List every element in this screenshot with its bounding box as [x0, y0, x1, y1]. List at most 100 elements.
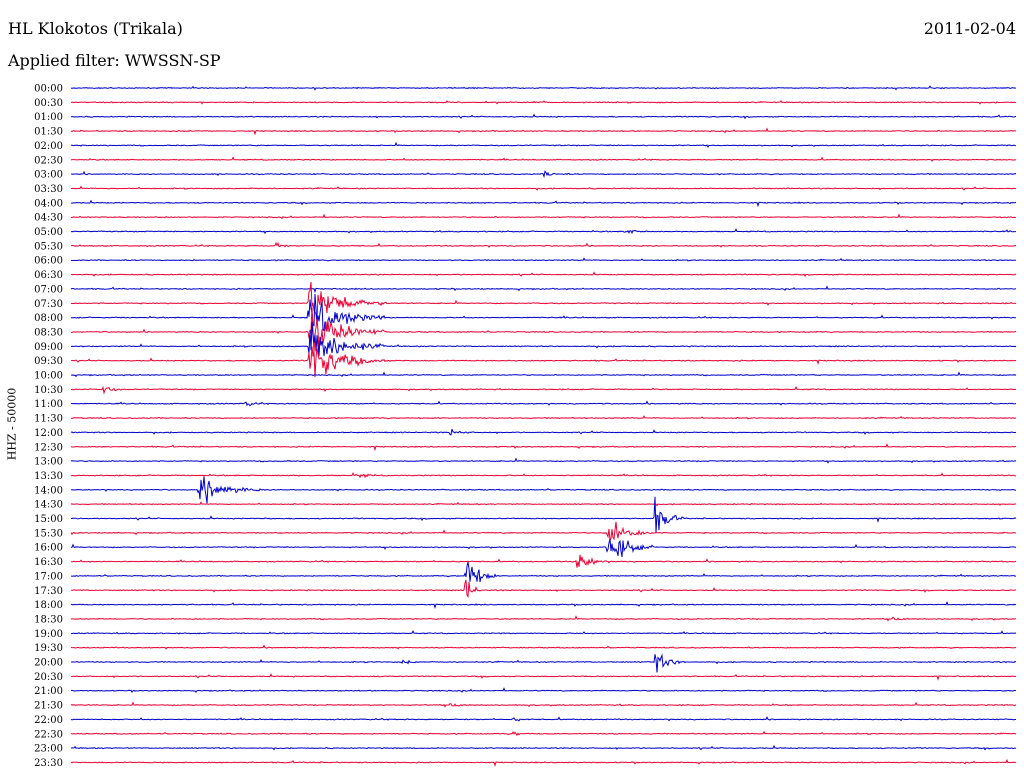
trace-row: [70, 293, 1017, 332]
trace-row: [71, 371, 1017, 378]
time-label: 07:00: [34, 284, 63, 295]
trace-row: [70, 85, 1017, 91]
trace-row: [70, 257, 1017, 262]
time-label: 13:00: [34, 457, 63, 468]
time-label: 18:30: [34, 614, 63, 625]
trace-row: [70, 170, 1017, 179]
trace-row: [70, 156, 1017, 162]
time-label: 10:00: [34, 371, 63, 382]
trace-row: [70, 701, 1017, 708]
trace-row: [70, 307, 1017, 354]
trace-row: [70, 100, 1017, 105]
trace-row: [70, 521, 1017, 542]
time-label: 19:00: [34, 629, 63, 640]
time-label: 08:30: [34, 327, 63, 338]
trace-row: [70, 127, 1017, 136]
trace-row: [70, 538, 1017, 557]
trace-row: [70, 281, 1017, 323]
time-label: 13:30: [34, 471, 63, 482]
trace-row: [70, 579, 1017, 599]
time-label: 23:30: [34, 758, 63, 769]
trace-row: [70, 744, 1017, 751]
trace-row: [70, 271, 1017, 278]
time-label: 08:00: [34, 313, 63, 324]
trace-row: [70, 758, 1017, 767]
trace-row: [70, 443, 1017, 452]
trace-row: [70, 554, 1017, 568]
trace-row: [70, 213, 1017, 220]
time-label: 09:00: [34, 342, 63, 353]
time-label: 02:30: [34, 155, 63, 166]
time-label: 20:00: [34, 658, 63, 669]
trace-row: [70, 385, 1017, 395]
time-label: 05:30: [34, 241, 63, 252]
time-label: 02:00: [34, 141, 63, 152]
trace-row: [70, 673, 1017, 681]
trace-row: [70, 629, 1017, 635]
time-label: 03:30: [34, 184, 63, 195]
time-label: 19:30: [34, 643, 63, 654]
time-label: 14:00: [34, 485, 63, 496]
time-label: 11:00: [34, 399, 63, 410]
trace-row: [70, 285, 1017, 294]
time-label: 18:00: [34, 600, 63, 611]
trace-row: [70, 322, 1017, 357]
trace-row: [70, 476, 1017, 504]
trace-row: [70, 457, 1017, 464]
trace-row: [70, 113, 1017, 120]
time-label: 23:00: [34, 744, 63, 755]
trace-row: [70, 644, 1017, 650]
time-label: 07:30: [34, 299, 63, 310]
trace-row: [70, 141, 1017, 149]
trace-row: [70, 501, 1017, 507]
time-label: 16:00: [34, 543, 63, 554]
time-label: 06:30: [34, 270, 63, 281]
time-label: 04:00: [34, 198, 63, 209]
time-label: 14:30: [34, 500, 63, 511]
trace-row: [70, 185, 1017, 191]
trace-row: [70, 653, 1017, 673]
time-label: 01:30: [34, 127, 63, 138]
time-label: 15:30: [34, 528, 63, 539]
trace-row: [70, 428, 1017, 436]
time-label: 10:30: [34, 385, 63, 396]
trace-row: [70, 472, 1017, 479]
filter-label: Applied filter: WWSSN-SP: [8, 51, 221, 70]
trace-row: [70, 716, 1017, 722]
time-label: 11:30: [34, 414, 63, 425]
trace-row: [70, 601, 1017, 610]
trace-row: [70, 400, 1017, 407]
time-label: 22:00: [34, 715, 63, 726]
trace-row: [70, 615, 1017, 622]
date-label: 2011-02-04: [923, 19, 1016, 38]
trace-row: [70, 561, 1017, 583]
time-label: 22:30: [34, 729, 63, 740]
time-label: 12:30: [34, 442, 63, 453]
time-label: 01:00: [34, 112, 63, 123]
trace-row: [70, 228, 1017, 235]
time-label: 12:00: [34, 428, 63, 439]
time-label: 05:00: [34, 227, 63, 238]
time-label: 00:00: [34, 84, 63, 95]
time-label: 06:00: [34, 256, 63, 267]
time-label: 21:00: [34, 686, 63, 697]
time-label: 20:30: [34, 672, 63, 683]
trace-row: [70, 730, 1017, 737]
time-label: 17:00: [34, 571, 63, 582]
time-label: 09:30: [34, 356, 63, 367]
time-label: 04:30: [34, 213, 63, 224]
trace-row: [70, 687, 1017, 694]
time-label: 17:30: [34, 586, 63, 597]
trace-row: [70, 199, 1017, 208]
trace-row: [70, 415, 1017, 420]
station-title: HL Klokotos (Trikala): [8, 19, 183, 38]
time-label: 03:00: [34, 170, 63, 181]
time-label: 16:30: [34, 557, 63, 568]
time-label: 00:30: [34, 98, 63, 109]
time-label: 15:00: [34, 514, 63, 525]
time-label: 21:30: [34, 701, 63, 712]
trace-row: [70, 496, 1017, 533]
trace-row: [70, 346, 1017, 378]
trace-row: [70, 241, 1017, 248]
